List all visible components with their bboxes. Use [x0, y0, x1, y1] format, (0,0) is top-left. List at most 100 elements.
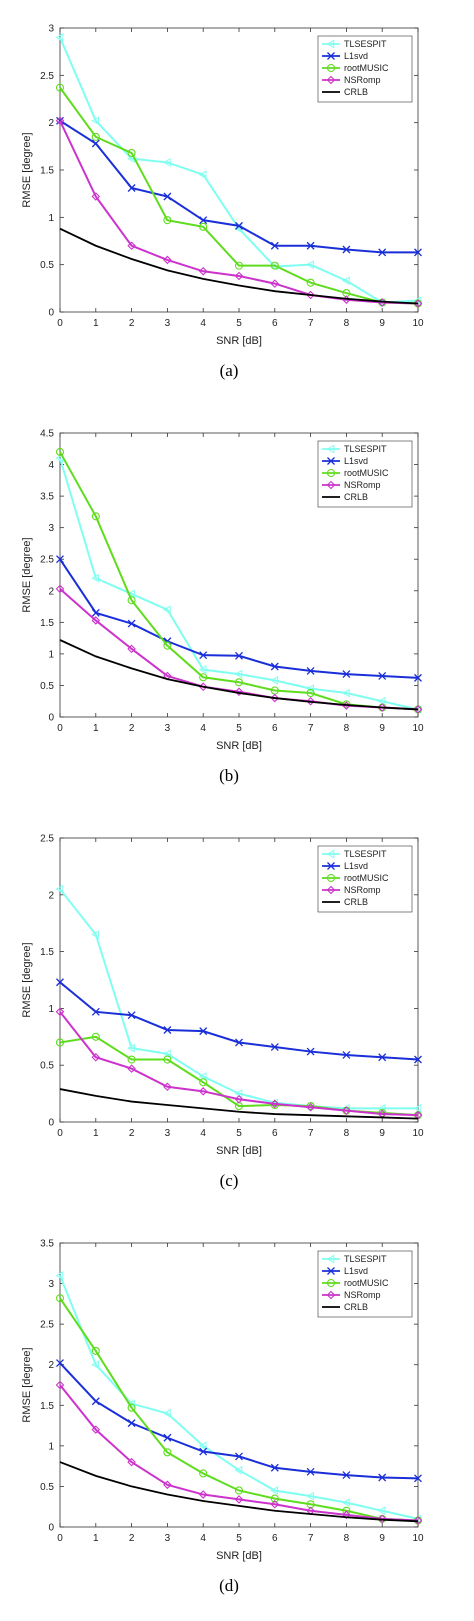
- data-point: [91, 192, 101, 201]
- series-line: [59, 37, 419, 304]
- data-point: [234, 1495, 244, 1504]
- y-axis-label: RMSE [degree]: [21, 537, 33, 612]
- figure-caption: (c): [220, 1171, 239, 1190]
- series-line: [59, 120, 419, 305]
- data-point: [91, 1052, 101, 1062]
- data-point: [326, 1290, 336, 1300]
- data-point: [55, 116, 65, 126]
- data-point: [127, 596, 136, 605]
- figure-caption: (b): [219, 766, 239, 785]
- data-point: [163, 1433, 172, 1442]
- x-tick-label: 10: [412, 1128, 424, 1139]
- x-tick-label: 9: [379, 723, 385, 734]
- data-point: [56, 555, 64, 564]
- legend-label: CRLB: [344, 897, 368, 907]
- x-tick-label: 7: [308, 318, 314, 329]
- data-point: [163, 641, 172, 650]
- data-point: [199, 222, 208, 231]
- series-line: [59, 1461, 419, 1523]
- data-point: [162, 1409, 171, 1418]
- data-point: [377, 1104, 386, 1113]
- x-tick-label: 4: [200, 1128, 206, 1139]
- data-point: [327, 1267, 335, 1275]
- data-point: [234, 261, 244, 270]
- data-point: [234, 687, 244, 697]
- data-point: [413, 1104, 422, 1113]
- data-point: [377, 696, 386, 706]
- x-tick-label: 4: [200, 723, 206, 734]
- y-tick-label: 0.5: [40, 260, 54, 271]
- legend-label: NSRomp: [344, 75, 381, 85]
- data-point: [163, 1082, 172, 1092]
- data-point: [55, 1294, 65, 1303]
- data-point: [414, 1474, 422, 1483]
- legend-item: NSRomp: [322, 885, 381, 895]
- data-point: [342, 670, 351, 679]
- data-point: [55, 1271, 64, 1280]
- data-point: [327, 457, 335, 465]
- legend-label: TLSESPIT: [344, 1254, 387, 1264]
- data-point: [342, 1051, 351, 1059]
- data-point: [234, 678, 244, 687]
- data-point: [414, 1055, 422, 1064]
- data-point: [198, 1490, 208, 1499]
- x-tick-label: 6: [272, 318, 278, 329]
- y-tick-label: 1.5: [40, 618, 54, 629]
- legend-label: NSRomp: [344, 480, 381, 490]
- data-point: [326, 885, 336, 895]
- data-point: [326, 444, 335, 454]
- data-point: [199, 216, 208, 225]
- x-tick-label: 7: [308, 723, 314, 734]
- data-point: [326, 75, 336, 85]
- legend-item: rootMUSIC: [322, 1278, 389, 1288]
- legend-label: rootMUSIC: [344, 468, 389, 478]
- data-point: [270, 1099, 280, 1109]
- legend-label: L1svd: [344, 861, 368, 871]
- data-point: [270, 662, 279, 671]
- series-line: [59, 457, 419, 711]
- legend-label: rootMUSIC: [344, 63, 389, 73]
- x-tick-label: 3: [165, 723, 171, 734]
- data-point: [163, 1055, 172, 1064]
- legend-item: TLSESPIT: [322, 849, 387, 859]
- y-tick-label: 2.5: [40, 71, 54, 82]
- y-tick-label: 0.5: [40, 1061, 54, 1072]
- legend-item: rootMUSIC: [322, 63, 389, 73]
- x-tick-label: 4: [200, 1533, 206, 1544]
- data-point: [199, 673, 208, 682]
- legend-label: TLSESPIT: [344, 444, 387, 454]
- legend-item: L1svd: [322, 456, 368, 466]
- legend-item: TLSESPIT: [322, 1254, 387, 1264]
- x-tick-label: 0: [57, 723, 63, 734]
- data-point: [326, 1254, 335, 1264]
- x-tick-label: 1: [93, 1533, 99, 1544]
- x-tick-label: 4: [200, 318, 206, 329]
- x-tick-label: 10: [412, 318, 424, 329]
- data-point: [235, 221, 243, 230]
- x-tick-label: 7: [308, 1128, 314, 1139]
- data-point: [91, 1425, 101, 1434]
- y-tick-label: 1: [48, 1441, 54, 1452]
- y-tick-label: 2.5: [40, 555, 54, 566]
- y-tick-label: 3.5: [40, 1239, 54, 1250]
- legend-label: CRLB: [344, 1302, 368, 1312]
- data-point: [378, 1473, 387, 1482]
- chart-panel-b: 0 0.5 1 1.5 2 2.5 3 3.5 4 4.5 0 1 2 3 4 5 6 7 8 9 10 SNR [dB]…: [0, 405, 474, 810]
- series-line: [59, 87, 419, 305]
- data-point: [327, 862, 335, 870]
- x-tick-label: 8: [344, 723, 350, 734]
- y-tick-label: 3: [48, 24, 54, 35]
- data-point: [162, 605, 171, 615]
- legend-item: rootMUSIC: [322, 873, 389, 883]
- data-point: [306, 1102, 315, 1112]
- data-point: [306, 278, 315, 287]
- series-nsromp: [55, 116, 423, 308]
- data-point: [55, 447, 65, 456]
- y-tick-label: 1: [48, 649, 54, 660]
- data-point: [306, 1467, 315, 1476]
- y-tick-label: 0: [48, 308, 54, 319]
- legend-item: NSRomp: [322, 1290, 381, 1300]
- data-point: [342, 1471, 351, 1480]
- y-tick-label: 4.5: [40, 429, 54, 440]
- data-point: [378, 1053, 387, 1062]
